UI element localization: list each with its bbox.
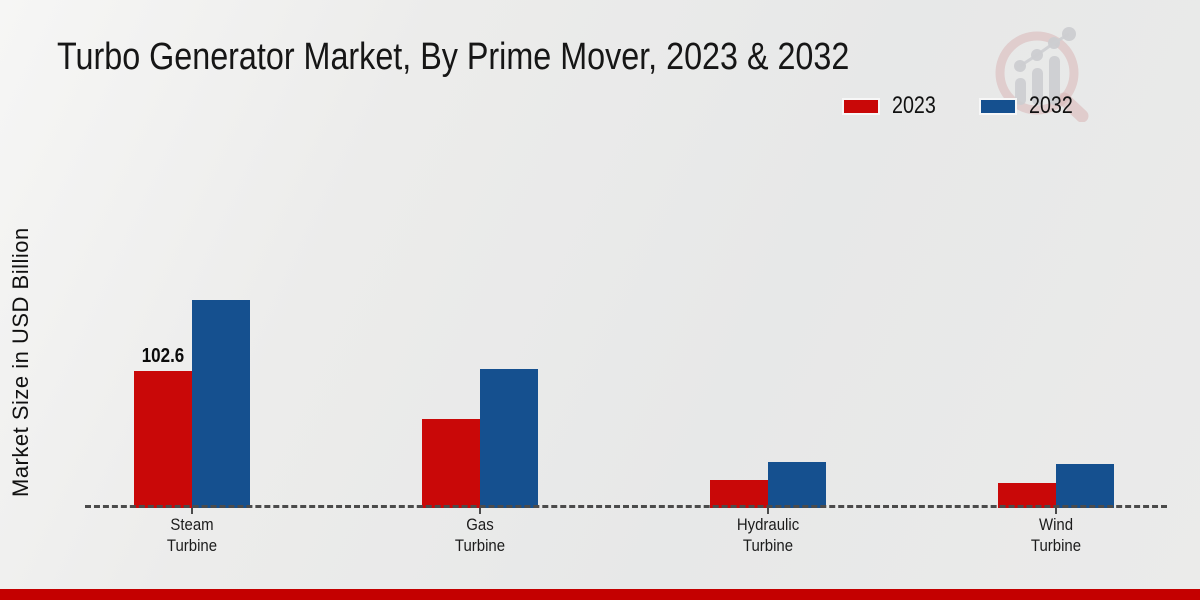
category-label-wind-turbine: Wind Turbine [1030,515,1082,555]
bar-2023-wind-turbine [998,483,1056,508]
data-label-2023: 102.6 [141,345,185,367]
bar-2032-steam-turbine [192,300,250,508]
category-label-gas-turbine: Gas Turbine [454,515,506,555]
x-axis-tick [767,508,769,514]
x-axis-tick [191,508,193,514]
category-label-hydraulic-turbine: Hydraulic Turbine [736,515,800,555]
bar-2023-gas-turbine [422,419,480,508]
x-axis-tick [479,508,481,514]
legend-swatch-2023 [842,97,880,115]
category-label-steam-turbine: Steam Turbine [166,515,218,555]
legend-item-2032: 2032 [979,92,1082,120]
legend-label-2023: 2023 [892,92,936,119]
bar-2032-gas-turbine [480,369,538,508]
x-axis-tick [1055,508,1057,514]
chart-title: Turbo Generator Market, By Prime Mover, … [57,36,850,78]
magnifier-bar-chart-watermark-icon [995,27,1089,122]
footer-accent-band [0,589,1200,600]
bar-2023-steam-turbine [134,371,192,508]
legend-swatch-2032 [979,97,1018,115]
bar-2023-hydraulic-turbine [710,480,768,508]
x-axis-baseline [85,505,1167,508]
bar-2032-wind-turbine [1056,464,1114,508]
legend-label-2032: 2032 [1029,92,1074,119]
bar-2032-hydraulic-turbine [768,462,826,508]
legend-item-2023: 2023 [842,92,945,120]
legend: 2023 2032 [842,92,1083,120]
